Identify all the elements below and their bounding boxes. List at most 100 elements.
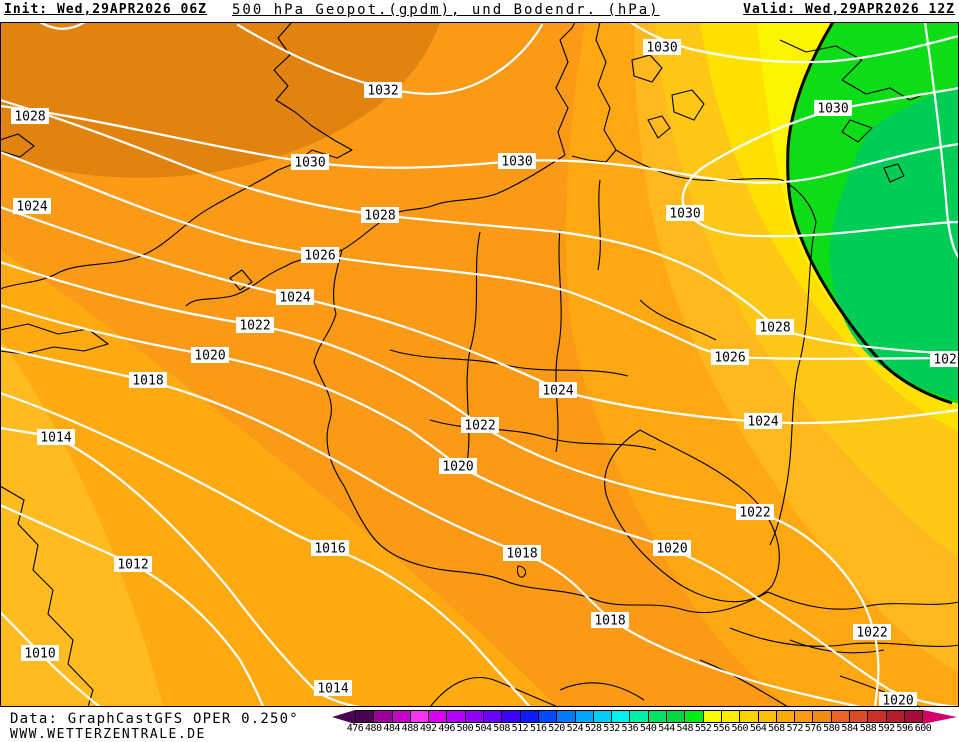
colorbar-tick-588: 588 bbox=[859, 723, 877, 734]
isobar-label-1030: 1030 bbox=[643, 39, 681, 56]
colorbar-cell-592 bbox=[886, 711, 905, 722]
header-bar: Init: Wed,29APR2026 06Z 500 hPa Geopot.(… bbox=[0, 0, 959, 22]
isobar-label-1022: 1022 bbox=[736, 504, 774, 521]
colorbar-tick-492: 492 bbox=[420, 723, 437, 734]
colorbar-tick-532: 532 bbox=[603, 723, 620, 734]
isobar-label-1024: 1024 bbox=[539, 382, 577, 399]
isobar-label-1014: 1014 bbox=[37, 429, 75, 446]
init-time-label: Init: Wed,29APR2026 06Z bbox=[4, 2, 208, 17]
isobar-label-1028: 1028 bbox=[756, 319, 794, 336]
colorbar-tick-556: 556 bbox=[713, 723, 730, 734]
colorbar-tick-500: 500 bbox=[456, 723, 474, 734]
border-hungary-border bbox=[729, 627, 959, 647]
svg-text:1032: 1032 bbox=[367, 84, 398, 99]
border-netherlands-coast bbox=[185, 215, 391, 307]
border-france-west-coast bbox=[0, 485, 94, 708]
colorbar-cell-480 bbox=[374, 711, 393, 722]
isobar-label-1020: 1020 bbox=[191, 347, 229, 364]
colorbar-tick-484: 484 bbox=[383, 723, 400, 734]
border-danish-island-lolland bbox=[647, 115, 671, 139]
colorbar-cell-564 bbox=[758, 711, 777, 722]
isobar-label-1028: 1028 bbox=[11, 108, 49, 125]
colorbar-cell-516 bbox=[538, 711, 558, 722]
svg-text:1018: 1018 bbox=[506, 547, 537, 562]
border-bornholm-island bbox=[883, 163, 905, 183]
colorbar-cell-504 bbox=[484, 711, 503, 722]
colorbar-cell-552 bbox=[703, 711, 722, 722]
colorbar-tick-576: 576 bbox=[804, 723, 822, 734]
colorbar-tick-564: 564 bbox=[749, 723, 767, 734]
border-britain-coast bbox=[273, 22, 353, 171]
border-geopotential-edge-thick bbox=[786, 22, 953, 405]
colorbar-tick-516: 516 bbox=[529, 723, 547, 734]
colorbar-cell-512 bbox=[520, 711, 539, 722]
isobar-label-1030: 1030 bbox=[498, 153, 536, 170]
svg-text:1022: 1022 bbox=[739, 506, 770, 521]
border-danish-island-fyn bbox=[631, 54, 663, 83]
border-germany-south-border bbox=[419, 564, 769, 614]
isobar-label-1020: 1020 bbox=[879, 692, 917, 708]
colorbar-tick-580: 580 bbox=[823, 723, 840, 734]
colorbar-left-arrow-icon bbox=[332, 710, 355, 724]
isobar-line-1026 bbox=[0, 150, 959, 360]
svg-text:1024: 1024 bbox=[747, 415, 778, 430]
border-swedish-lake bbox=[841, 119, 873, 143]
isobar-line-1028 bbox=[923, 22, 959, 260]
border-brittany-coast bbox=[0, 323, 109, 355]
isobar-label-1032: 1032 bbox=[364, 82, 402, 99]
border-german-state-border-3 bbox=[555, 229, 562, 453]
colorbar-cell-588 bbox=[868, 711, 887, 722]
colorbar-cell-584 bbox=[850, 711, 869, 722]
colorbar-tick-540: 540 bbox=[639, 723, 657, 734]
valid-time-label: Valid: Wed,29APR2026 12Z bbox=[743, 2, 955, 17]
colorbar-cell-508 bbox=[502, 711, 521, 722]
svg-text:1030: 1030 bbox=[646, 41, 677, 56]
svg-text:1030: 1030 bbox=[669, 207, 700, 222]
colorbar-tick-552: 552 bbox=[694, 723, 712, 734]
svg-text:1020: 1020 bbox=[882, 694, 913, 709]
border-austria-border bbox=[767, 591, 959, 610]
svg-text:1030: 1030 bbox=[817, 102, 848, 117]
colorbar-cell-580 bbox=[831, 711, 851, 722]
isobar-label-1026: 1026 bbox=[711, 349, 749, 366]
border-german-bight-coast bbox=[389, 154, 566, 217]
colorbar-cell-532 bbox=[612, 711, 631, 722]
band-dark-orange-northwest bbox=[0, 22, 440, 178]
colorbar-cell-500 bbox=[465, 711, 485, 722]
isobar-label-1022: 1022 bbox=[461, 417, 499, 434]
isobar-line-1032 bbox=[236, 23, 544, 96]
border-lake-constance bbox=[516, 565, 527, 578]
colorbar-cell-548 bbox=[685, 711, 704, 722]
colorbar-tick-600: 600 bbox=[914, 723, 932, 734]
isobar-label-1030: 1030 bbox=[814, 100, 852, 117]
isobar-label-1022: 1022 bbox=[236, 317, 274, 334]
colorbar-cell-524 bbox=[575, 711, 594, 722]
svg-text:1020: 1020 bbox=[656, 542, 687, 557]
isobar-line-1030 bbox=[0, 104, 959, 184]
svg-text:1030: 1030 bbox=[501, 155, 532, 170]
isobar-label-1020: 1020 bbox=[439, 458, 477, 475]
svg-text:1020: 1020 bbox=[194, 349, 225, 364]
colorbar-tick-480: 480 bbox=[365, 723, 382, 734]
isobar-label-1014: 1014 bbox=[314, 680, 352, 697]
website-label: WWW.WETTERZENTRALE.DE bbox=[10, 727, 206, 742]
border-czech-border bbox=[604, 429, 780, 603]
colorbar-cell-556 bbox=[721, 711, 741, 722]
isobar-line-1032 bbox=[38, 22, 87, 30]
colorbar-cell-528 bbox=[593, 711, 613, 722]
border-danish-island-sjaelland bbox=[671, 89, 705, 121]
svg-text:1012: 1012 bbox=[117, 558, 148, 573]
svg-text:1020: 1020 bbox=[442, 460, 473, 475]
colorbar-tick-476: 476 bbox=[346, 723, 364, 734]
colorbar-tick-504: 504 bbox=[474, 723, 492, 734]
svg-text:1026: 1026 bbox=[714, 351, 745, 366]
colorbar-tick-568: 568 bbox=[768, 723, 785, 734]
weather-map: 1032 1030 1030 1030 1030 1030 1028 1028 1028 1026… bbox=[0, 22, 959, 708]
border-sweden-coast bbox=[779, 39, 931, 101]
map-title: 500 hPa Geopot.(gpdm), und Bodendr. (hPa… bbox=[232, 2, 660, 18]
colorbar-tick-496: 496 bbox=[438, 723, 455, 734]
svg-text:1024: 1024 bbox=[542, 384, 573, 399]
isobar-label-1012: 1012 bbox=[114, 556, 152, 573]
colorbar-tick-548: 548 bbox=[676, 723, 694, 734]
isobar-label-1030: 1030 bbox=[291, 154, 329, 171]
